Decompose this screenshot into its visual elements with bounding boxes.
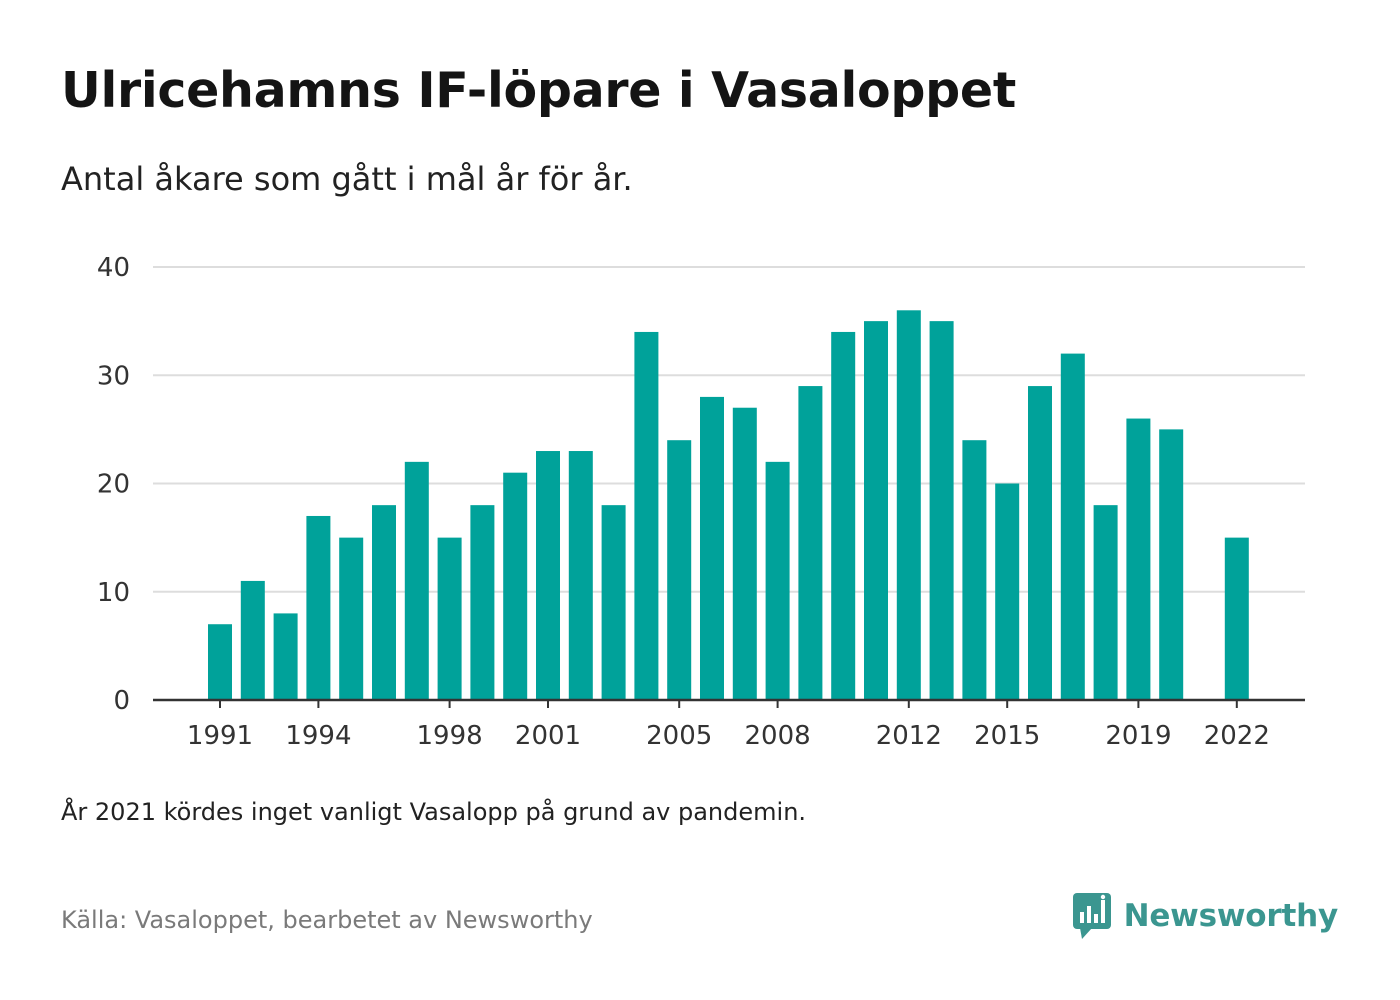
y-tick-label-20: 20 [97, 470, 130, 500]
bar-1999 [470, 505, 495, 700]
bar-2015 [995, 483, 1020, 700]
bar-2018 [1093, 505, 1118, 700]
bar-2002 [568, 451, 593, 700]
brand-logo: Newsworthy [1072, 892, 1338, 940]
bar-2020 [1159, 429, 1184, 700]
x-tick-label-1998: 1998 [417, 721, 483, 751]
bar-2019 [1126, 418, 1151, 700]
bar-2003 [601, 505, 626, 700]
x-tick-label-2022: 2022 [1204, 721, 1270, 751]
footnote: År 2021 kördes inget vanligt Vasalopp på… [61, 798, 807, 826]
bar-2000 [503, 472, 528, 700]
x-tick-label-2001: 2001 [515, 721, 581, 751]
y-tick-label-30: 30 [97, 361, 130, 391]
brand-name: Newsworthy [1123, 898, 1339, 934]
bar-2001 [536, 451, 560, 700]
bar-2007 [732, 407, 757, 700]
x-tick-label-2012: 2012 [876, 721, 942, 751]
chart-title: Ulricehamns IF-löpare i Vasaloppet [61, 62, 1016, 119]
bar-chart: 0 10 20 30 40 1991 1994 1998 2001 2005 2008 2012 201… [97, 253, 1305, 751]
x-tick-label-2008: 2008 [745, 721, 811, 751]
bar-1995 [339, 537, 364, 700]
bar-2008 [765, 461, 790, 700]
x-tick-label-2005: 2005 [646, 721, 712, 751]
bar-1998 [437, 537, 462, 700]
axes: 0 10 20 30 40 1991 1994 1998 2001 2005 2008 2012 201… [97, 253, 1305, 751]
y-tick-label-0: 0 [113, 686, 130, 716]
bar-1992 [240, 580, 265, 700]
bar-2016 [1028, 386, 1052, 700]
bar-2004 [634, 331, 659, 700]
y-tick-label-10: 10 [97, 578, 130, 608]
bar-2006 [700, 396, 724, 700]
bar-2009 [798, 386, 823, 700]
bar-2011 [864, 321, 888, 700]
newsworthy-logo-icon [1072, 893, 1111, 939]
bar-1993 [273, 613, 298, 700]
x-tick-label-1991: 1991 [187, 721, 253, 751]
bar-1996 [372, 505, 396, 700]
x-tick-label-2015: 2015 [974, 721, 1040, 751]
bar-2014 [962, 440, 987, 700]
x-tick-label-2019: 2019 [1105, 721, 1171, 751]
x-tick-label-1994: 1994 [285, 721, 351, 751]
bar-2013 [929, 321, 954, 700]
bar-2017 [1060, 353, 1085, 700]
bars [208, 310, 1249, 700]
bar-1991 [208, 624, 232, 700]
bar-1994 [306, 515, 331, 700]
bar-2012 [896, 310, 921, 700]
source-credit: Källa: Vasaloppet, bearbetet av Newswort… [61, 906, 593, 934]
bar-2022 [1224, 537, 1249, 700]
bar-1997 [404, 461, 429, 700]
bar-2010 [831, 331, 856, 700]
bar-2005 [667, 440, 692, 700]
chart-subtitle: Antal åkare som gått i mål år för år. [61, 160, 633, 198]
y-tick-label-40: 40 [97, 253, 130, 283]
